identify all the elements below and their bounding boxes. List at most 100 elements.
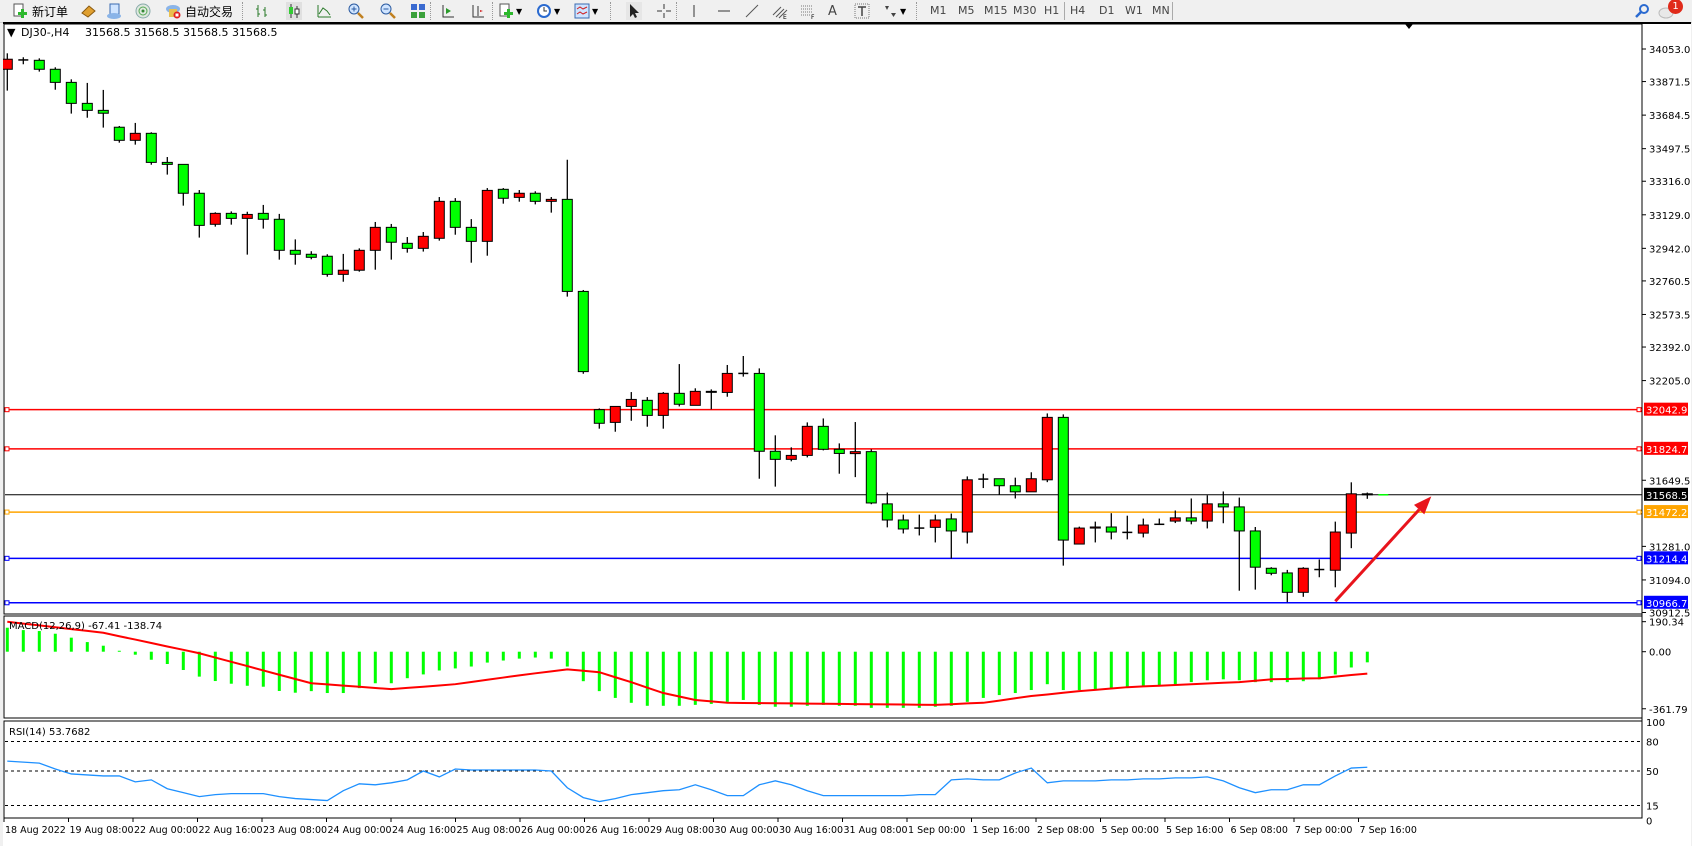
bar-chart-button[interactable] — [254, 2, 270, 20]
candle-body — [769, 450, 781, 460]
zoom-in-button[interactable] — [348, 2, 364, 20]
macd-histogram-bar — [293, 651, 297, 693]
text-tool[interactable]: A — [828, 2, 837, 20]
candle-body — [401, 242, 413, 249]
time-tick-label: 1 Sep 00:00 — [908, 825, 965, 836]
search-button[interactable] — [1634, 2, 1650, 20]
chart-window[interactable]: 34053.0 33871.5 33684.5 33497.5 33316.0 33129… — [3, 22, 1691, 846]
candle — [353, 248, 365, 272]
macd-histogram-bar — [1045, 651, 1049, 685]
candle-body — [1025, 478, 1037, 493]
line-anchor-left — [4, 509, 10, 515]
macd-histogram-bar — [1173, 651, 1177, 685]
timeframe-m30[interactable]: M30 — [1013, 4, 1037, 17]
indicators-button[interactable]: ▼ — [498, 2, 522, 20]
tile-windows-button[interactable] — [410, 2, 426, 20]
candle — [1361, 492, 1373, 499]
timeframe-w1[interactable]: W1 — [1125, 4, 1143, 17]
candle — [738, 356, 749, 377]
channel-icon: E — [772, 3, 788, 21]
zoom-out-button[interactable] — [380, 2, 396, 20]
timeframe-m15[interactable]: M15 — [984, 4, 1008, 17]
line-anchor-right — [1636, 600, 1642, 606]
candle — [81, 82, 93, 118]
price-label-30966.7: 30966.7 — [1646, 599, 1687, 610]
data-window-button[interactable] — [106, 2, 122, 20]
time-tick-label: 5 Sep 16:00 — [1166, 825, 1223, 836]
vertical-line-tool[interactable] — [686, 2, 702, 20]
chart-canvas[interactable]: 34053.0 33871.5 33684.5 33497.5 33316.0 33129… — [3, 24, 1691, 846]
signals-button[interactable] — [135, 2, 151, 20]
cursor-tool[interactable] — [626, 2, 642, 20]
candle — [18, 57, 29, 65]
candle-body — [1249, 530, 1261, 568]
chart-shift-button[interactable] — [470, 2, 486, 20]
candle — [1314, 559, 1325, 578]
macd-histogram-bar — [1365, 651, 1369, 663]
time-tick-label: 25 Aug 08:00 — [457, 825, 521, 836]
auto-trading-button[interactable]: 自动交易 — [165, 2, 233, 20]
candlestick-chart-button[interactable] — [286, 2, 302, 20]
macd-histogram-bar — [821, 651, 825, 705]
candle — [593, 408, 605, 429]
gold-folder-icon — [80, 3, 96, 19]
periods-button[interactable]: ▼ — [536, 2, 560, 20]
equidistant-channel-tool[interactable]: E — [772, 2, 788, 21]
candle-body — [833, 448, 845, 454]
candle-body — [1297, 567, 1309, 593]
line-anchor-right — [1636, 555, 1642, 561]
macd-histogram-bar — [421, 651, 425, 675]
bid-label-bg — [1644, 487, 1688, 501]
macd-histogram-bar — [453, 651, 457, 669]
candle-body — [1217, 503, 1229, 508]
chart-shift-icon — [470, 3, 486, 19]
new-order-button[interactable]: 新订单 — [12, 2, 68, 20]
candle-body — [209, 212, 221, 225]
auto-scroll-button[interactable] — [440, 2, 456, 20]
timeframe-h1[interactable]: H1 — [1044, 4, 1060, 17]
timeframe-m5[interactable]: M5 — [958, 4, 975, 17]
candle — [561, 159, 573, 297]
macd-histogram-bar — [5, 627, 9, 652]
new-order-label: 新订单 — [32, 4, 69, 19]
timeframe-mn[interactable]: MN — [1152, 4, 1170, 17]
market-watch-button[interactable] — [80, 2, 96, 20]
macd-tick-label: 0.00 — [1649, 648, 1671, 659]
text-label-tool[interactable] — [854, 2, 870, 20]
candle — [161, 157, 173, 175]
line-chart-button[interactable] — [316, 2, 332, 20]
rsi-tick-label: 80 — [1646, 737, 1659, 748]
price-tick-label: 33684.5 — [1649, 111, 1690, 122]
arrows-tool[interactable]: ▼ — [882, 2, 906, 20]
macd-histogram-bar — [773, 651, 777, 707]
trendline-tool[interactable] — [744, 2, 760, 20]
collapse-triangle-icon[interactable]: ▼ — [7, 26, 16, 39]
macd-histogram-bar — [1061, 651, 1065, 691]
candle — [1201, 495, 1213, 529]
fibonacci-tool[interactable]: F — [800, 2, 816, 21]
new-order-icon — [12, 3, 28, 19]
macd-histogram-bar — [1333, 651, 1337, 675]
timeframe-d1[interactable]: D1 — [1099, 4, 1115, 17]
candle — [1025, 472, 1037, 493]
macd-histogram-bar — [949, 651, 953, 706]
candle — [769, 435, 781, 487]
horizontal-line-tool[interactable] — [716, 2, 732, 20]
crosshair-tool[interactable] — [656, 2, 672, 20]
bid-price-label: 31568.5 — [1646, 491, 1687, 502]
messages-button[interactable]: 1 — [1658, 0, 1688, 20]
candle-body — [641, 399, 653, 416]
timeframe-h4[interactable]: H4 — [1070, 4, 1086, 17]
macd-histogram-bar — [165, 651, 169, 665]
templates-button[interactable]: ▼ — [574, 2, 598, 20]
macd-histogram-bar — [245, 651, 249, 686]
timeframe-m1[interactable]: M1 — [930, 4, 947, 17]
crosshair-icon — [656, 3, 672, 19]
candle-body — [929, 519, 941, 528]
macd-histogram-bar — [565, 651, 569, 667]
time-tick-label: 1 Sep 16:00 — [973, 825, 1030, 836]
candle-body — [289, 249, 301, 255]
rsi-panel-frame — [3, 720, 1643, 819]
candle-body — [1361, 493, 1373, 496]
macd-histogram-bar — [1013, 651, 1017, 694]
